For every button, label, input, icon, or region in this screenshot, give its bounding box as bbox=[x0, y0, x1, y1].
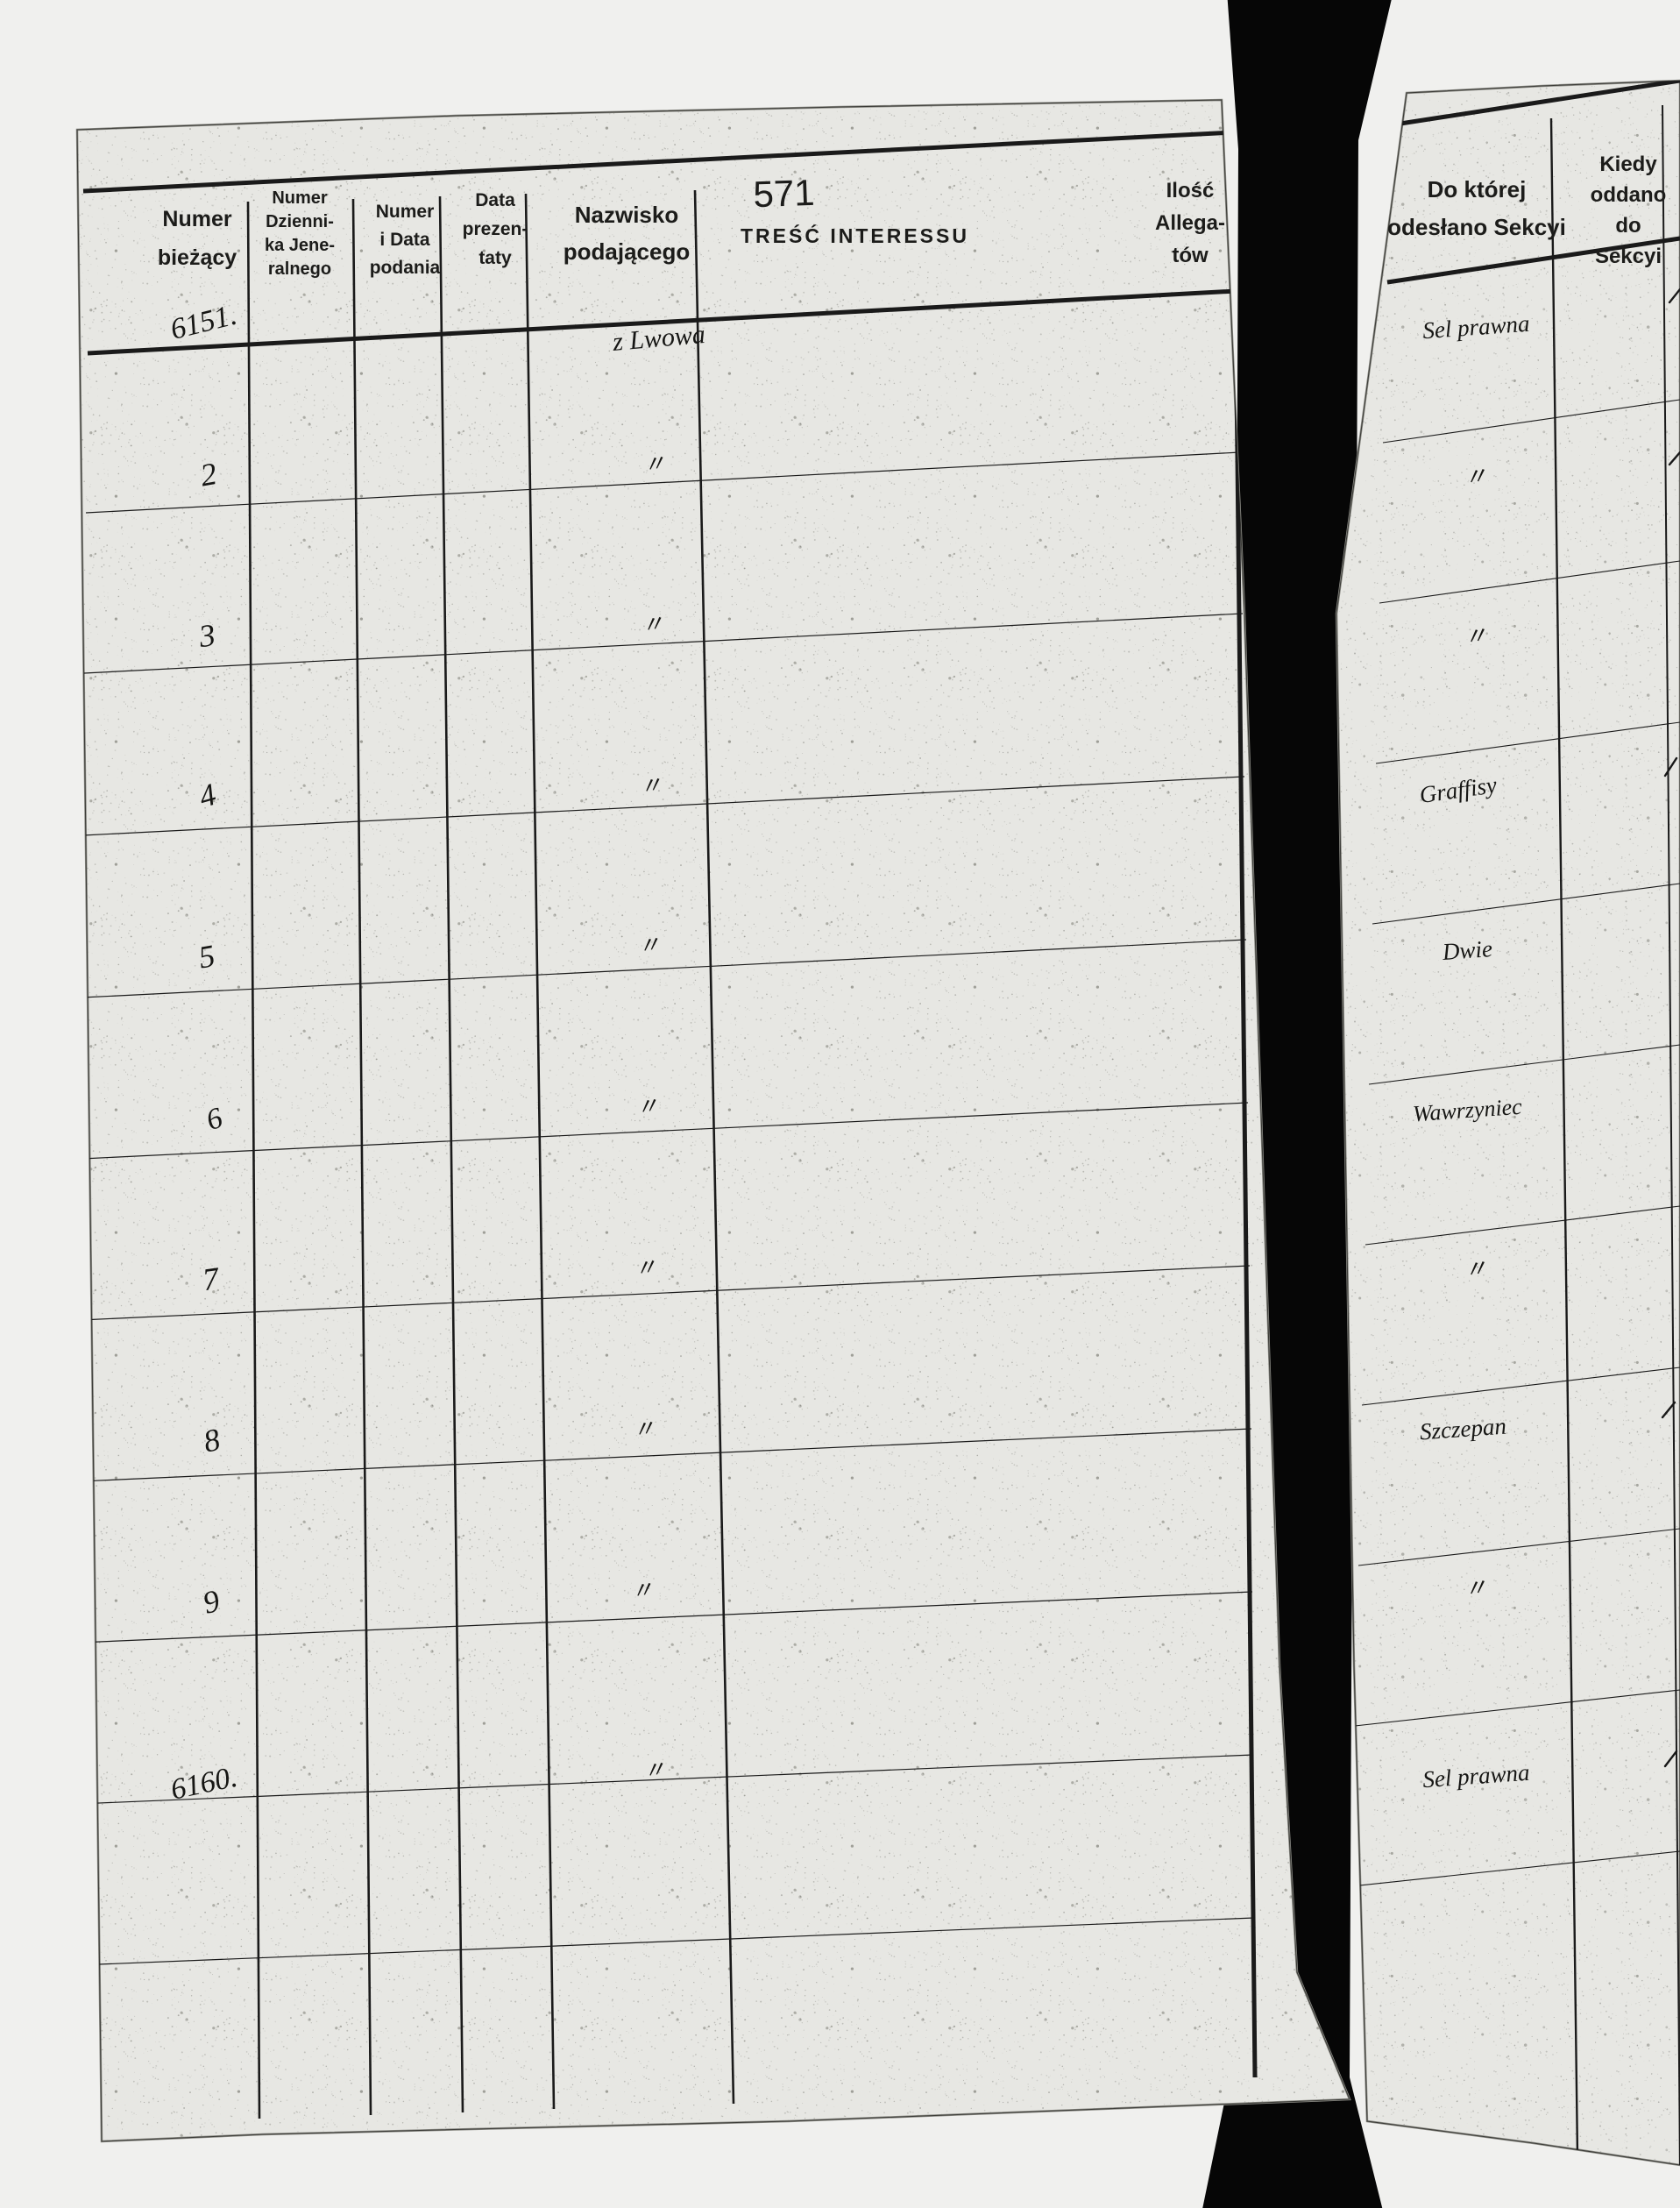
svg-text:TREŚĆ INTERESSU: TREŚĆ INTERESSU bbox=[741, 224, 969, 247]
svg-text:oddano: oddano bbox=[1591, 183, 1667, 207]
svg-text:〃: 〃 bbox=[631, 1416, 657, 1444]
svg-text:podania: podania bbox=[370, 258, 441, 278]
svg-text:Dwie: Dwie bbox=[1441, 935, 1493, 965]
svg-text:〃: 〃 bbox=[638, 772, 664, 800]
svg-text:i Data: i Data bbox=[379, 230, 430, 250]
svg-text:〃: 〃 bbox=[1462, 1254, 1489, 1283]
svg-text:ka Jene-: ka Jene- bbox=[265, 236, 335, 255]
svg-text:ralnego: ralnego bbox=[268, 259, 331, 279]
svg-text:Numer: Numer bbox=[272, 188, 328, 208]
svg-text:Nazwisko: Nazwisko bbox=[575, 202, 679, 228]
svg-text:Allega-: Allega- bbox=[1155, 211, 1225, 235]
svg-text:〃: 〃 bbox=[642, 451, 668, 479]
svg-text:〃: 〃 bbox=[1462, 462, 1489, 491]
svg-text:〃: 〃 bbox=[633, 1254, 659, 1282]
svg-text:〃: 〃 bbox=[629, 1577, 656, 1605]
svg-text:bieżący: bieżący bbox=[158, 245, 237, 270]
svg-text:tów: tów bbox=[1172, 244, 1209, 267]
svg-text:taty: taty bbox=[478, 248, 512, 268]
svg-text:Ilość: Ilość bbox=[1166, 179, 1215, 202]
svg-text:Numer: Numer bbox=[162, 207, 231, 231]
svg-text:571: 571 bbox=[753, 172, 816, 215]
svg-text:Do której: Do której bbox=[1428, 176, 1527, 202]
svg-text:Sekcyi: Sekcyi bbox=[1595, 245, 1662, 268]
svg-text:Kiedy: Kiedy bbox=[1599, 153, 1657, 176]
svg-text:〃: 〃 bbox=[1462, 621, 1489, 650]
svg-text:podającego: podającego bbox=[564, 238, 690, 265]
svg-text:〃: 〃 bbox=[642, 1757, 668, 1785]
svg-text:〃: 〃 bbox=[640, 611, 666, 639]
svg-text:odesłano Sekcyi: odesłano Sekcyi bbox=[1387, 214, 1566, 240]
svg-text:prezen-: prezen- bbox=[463, 219, 528, 239]
svg-text:Numer: Numer bbox=[376, 202, 435, 222]
svg-text:〃: 〃 bbox=[634, 1093, 661, 1121]
svg-text:〃: 〃 bbox=[1462, 1573, 1489, 1602]
svg-text:Dzienni-: Dzienni- bbox=[266, 212, 334, 231]
svg-text:〃: 〃 bbox=[636, 932, 663, 960]
svg-text:Data: Data bbox=[475, 190, 515, 210]
svg-text:do: do bbox=[1615, 214, 1641, 238]
